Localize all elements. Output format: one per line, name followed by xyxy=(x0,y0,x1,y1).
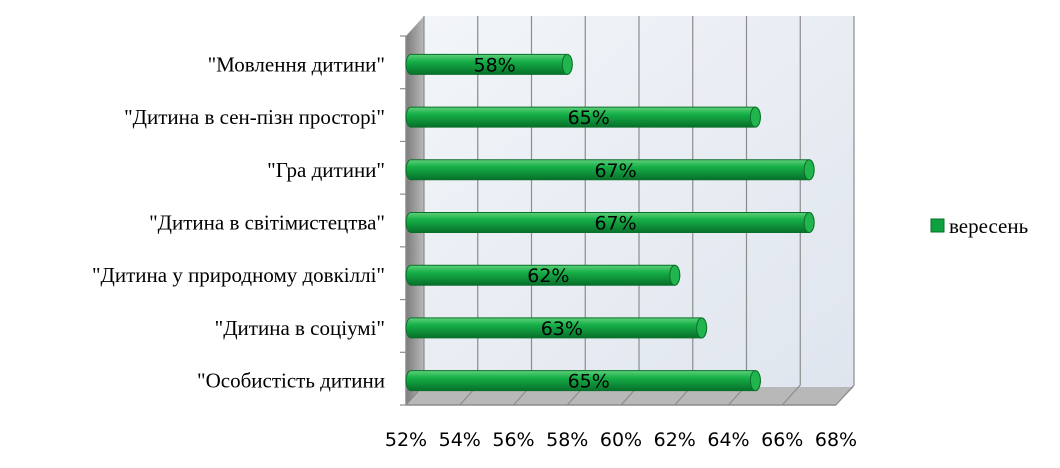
data-label: 58% xyxy=(474,54,516,76)
x-tick-label: 66% xyxy=(761,429,803,451)
bar-cap xyxy=(803,212,815,233)
bar-cap xyxy=(669,264,681,286)
data-label: 62% xyxy=(527,265,569,287)
bar-cap xyxy=(803,159,815,181)
legend: вересень xyxy=(930,214,1028,238)
bar xyxy=(405,370,761,392)
x-tick-label: 62% xyxy=(654,429,696,451)
category-label: "Дитина в світімистецтва" xyxy=(149,211,385,235)
data-label: 65% xyxy=(568,371,610,393)
bar xyxy=(405,264,681,286)
category-label: "Гра дитини" xyxy=(267,158,385,182)
legend-swatch xyxy=(930,218,945,233)
bar xyxy=(405,159,815,181)
x-tick-label: 64% xyxy=(707,429,749,451)
data-label: 65% xyxy=(568,107,610,129)
bar-cap xyxy=(696,317,708,339)
category-label: "Мовлення дитини" xyxy=(208,52,385,76)
category-label: "Особистість дитини xyxy=(197,369,385,393)
data-label: 63% xyxy=(541,318,583,340)
bar xyxy=(405,212,815,233)
category-label: "Дитина в сен-пізн просторі" xyxy=(124,105,385,129)
bar-cap xyxy=(749,370,761,392)
category-labels: "Мовлення дитини" "Дитина в сен-пізн прос… xyxy=(92,52,385,392)
x-tick-labels: 52% 54% 56% 58% 60% 62% 64% 66% 68% xyxy=(385,429,857,451)
x-tick-label: 52% xyxy=(385,429,427,451)
data-label: 67% xyxy=(594,160,636,182)
bar xyxy=(405,53,573,75)
category-label: "Дитина у природному довкіллі" xyxy=(92,263,385,287)
bar xyxy=(405,106,761,128)
y-axis-ticks xyxy=(400,35,406,406)
x-tick-label: 54% xyxy=(439,429,481,451)
bar xyxy=(405,317,708,339)
gridline xyxy=(835,16,855,406)
bar-cap xyxy=(561,53,573,75)
x-tick-label: 68% xyxy=(815,429,857,451)
x-tick-label: 58% xyxy=(546,429,588,451)
legend-label: вересень xyxy=(949,214,1028,238)
bars: 58% 65% 67% 67% 62% 63% 65% xyxy=(405,53,815,393)
bar-cap xyxy=(749,106,761,128)
x-tick-label: 60% xyxy=(600,429,642,451)
category-label: "Дитина в соціумі" xyxy=(215,316,385,340)
gridline xyxy=(781,16,801,406)
data-label: 67% xyxy=(594,213,636,235)
x-tick-label: 56% xyxy=(492,429,534,451)
